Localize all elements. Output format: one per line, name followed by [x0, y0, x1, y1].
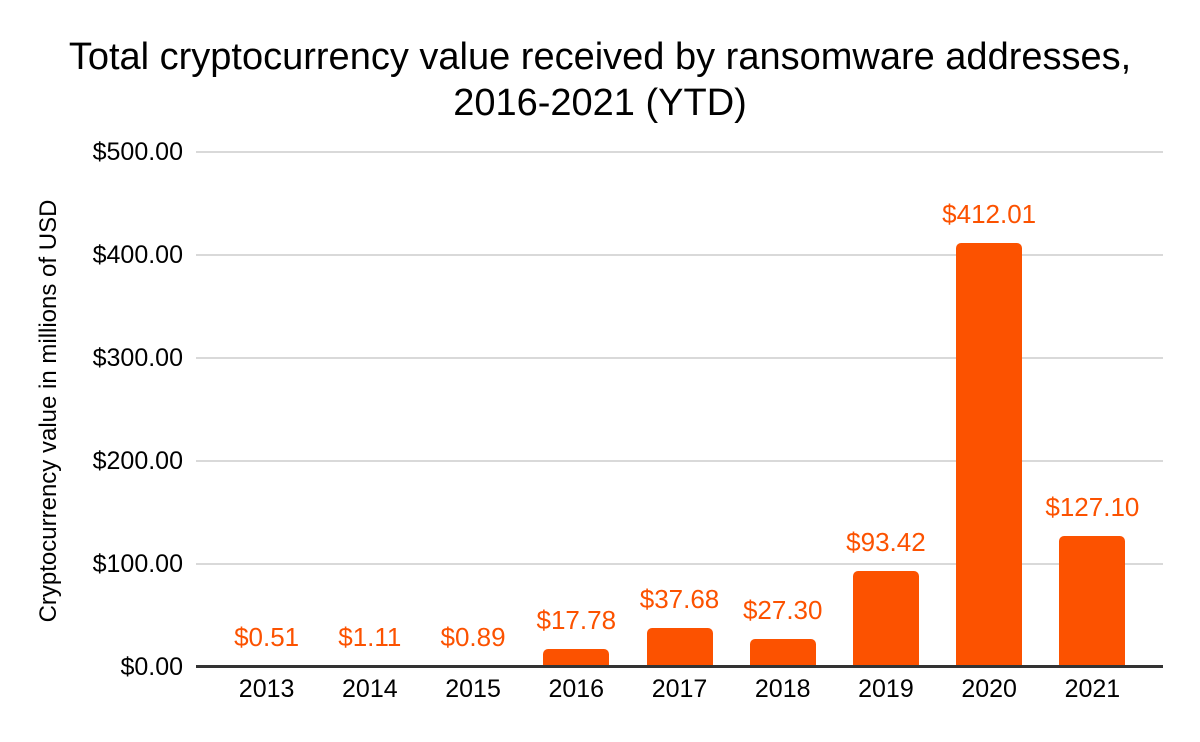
chart-title-line-2: 2016-2021 (YTD): [453, 82, 747, 124]
y-tick-label: $0.00: [120, 653, 183, 681]
x-tick-label-2013: 2013: [238, 675, 295, 703]
x-tick-label-2014: 2014: [342, 675, 398, 703]
x-axis-line: [196, 665, 1163, 668]
gridline: [196, 563, 1163, 565]
bar-value-label-2017: $37.68: [639, 584, 720, 615]
bar-value-label-2014: $1.11: [338, 621, 402, 652]
bar-2016: [543, 648, 610, 667]
y-tick-label: $100.00: [92, 550, 183, 578]
chart-title-line-1: Total cryptocurrency value received by r…: [68, 36, 1132, 78]
x-tick-label-2015: 2015: [445, 675, 501, 703]
y-tick-label: $400.00: [92, 241, 183, 269]
bar-value-label-2021: $127.10: [1045, 492, 1140, 523]
bar-2017: [646, 628, 713, 667]
y-tick-label: $200.00: [92, 447, 183, 475]
x-tick-label-2016: 2016: [548, 675, 605, 703]
gridline: [196, 151, 1163, 153]
gridline: [196, 460, 1163, 462]
x-tick-label-2021: 2021: [1064, 675, 1121, 703]
x-tick-label-2020: 2020: [961, 675, 1017, 703]
bar-2020: [956, 242, 1023, 667]
chart-title: Total cryptocurrency value received by r…: [0, 34, 1200, 126]
x-tick-label-2018: 2018: [754, 675, 811, 703]
bar-value-label-2020: $412.01: [942, 198, 1037, 229]
x-axis-tick-labels: 2013 2014 2015 2016 2017 2018 2019 2020 2021: [196, 674, 1163, 708]
y-tick-label: $300.00: [92, 344, 183, 372]
gridline: [196, 254, 1163, 256]
bar-2018: [749, 638, 816, 667]
plot-area: $0.51 $1.11 $0.89 $17.78 $37.68 $27.30 $93.42 $…: [196, 151, 1163, 668]
bar-value-label-2013: $0.51: [234, 622, 300, 653]
y-axis-title: Cryptocurrency value in millions of USD: [35, 199, 62, 623]
gridline: [196, 357, 1163, 359]
x-tick-label-2017: 2017: [651, 675, 708, 703]
bar-value-label-2018: $27.30: [742, 594, 823, 625]
y-tick-label: $500.00: [92, 138, 183, 166]
bar-2021: [1059, 536, 1126, 667]
bar-2019: [852, 570, 919, 667]
bar-value-label-2019: $93.42: [846, 526, 926, 557]
bar-value-label-2015: $0.89: [440, 622, 506, 653]
x-tick-label-2019: 2019: [858, 675, 914, 703]
bar-value-label-2016: $17.78: [536, 604, 617, 635]
